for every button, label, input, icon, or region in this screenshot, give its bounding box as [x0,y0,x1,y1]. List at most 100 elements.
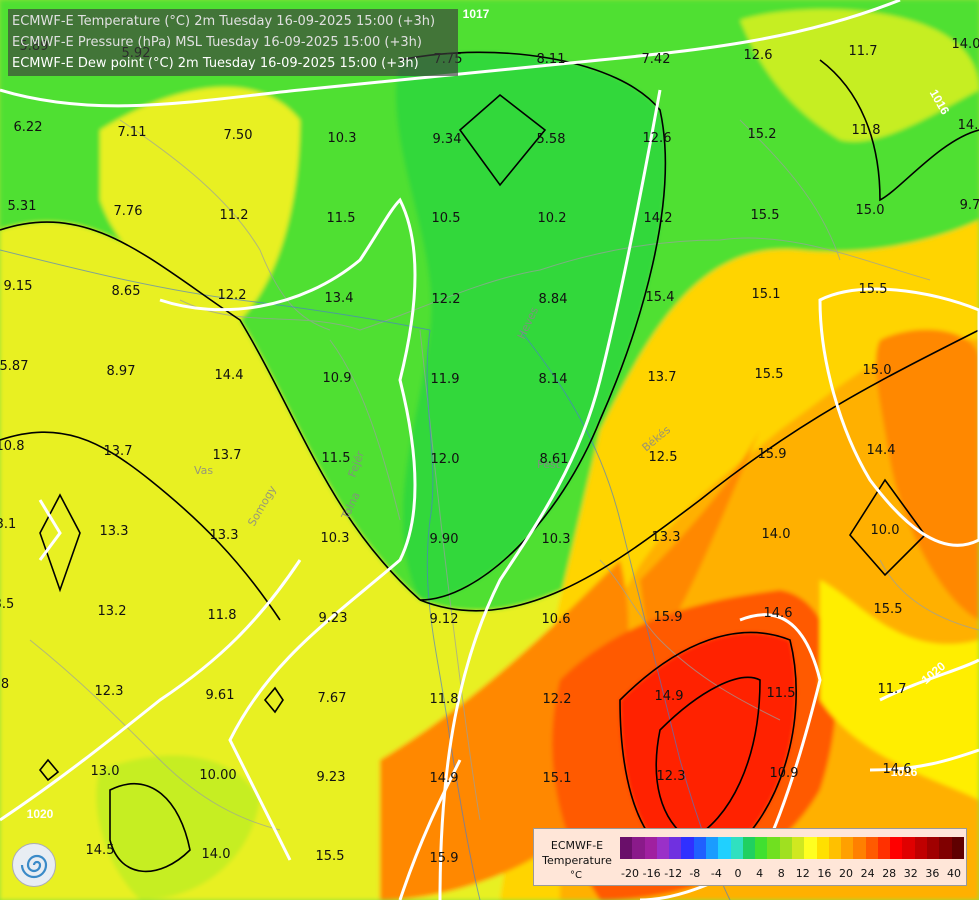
dew-point-value: 11.8 [852,123,881,138]
title-temperature[interactable]: ECMWF-E Temperature (°C) 2m Tuesday 16-0… [12,14,436,29]
fill-band [640,430,760,660]
dew-point-value: 8.84 [539,292,568,307]
dew-point-value: 10.0 [871,523,900,538]
dew-point-value: 11.5 [322,451,351,466]
dew-point-value: 13.3 [100,524,129,539]
dew-point-value: 5.31 [8,199,37,214]
isobar-line [438,89,662,900]
legend-swatch [951,837,964,859]
title-dew-point[interactable]: ECMWF-E Dew point (°C) 2m Tuesday 16-09-… [12,56,419,71]
legend-swatch [939,837,952,859]
dew-point-labels-layer: 5.895.926.227.117.5010.39.345.587.758.11… [0,37,979,866]
dew-point-value: 8.97 [107,364,136,379]
dew-point-value: 9.7 [960,198,979,213]
dew-point-value: 14.2 [644,211,673,226]
isobar-line [0,559,302,822]
dew-point-value: 9.90 [430,532,459,547]
dew-point-value: 8.61 [540,452,569,467]
legend-title: ECMWF-E Temperature [542,839,612,867]
isobar-line [879,658,979,702]
title-pressure[interactable]: ECMWF-E Pressure (hPa) MSL Tuesday 16-09… [12,35,422,50]
dew-point-value: 10.3 [542,532,571,547]
dew-point-value: 10.00 [199,768,236,783]
contour-line [263,686,284,714]
legend-tick: 20 [839,867,853,880]
contour-line [38,758,60,782]
legend-swatch [841,837,854,859]
legend-tick: 8 [777,867,785,880]
legend-tick: -16 [642,867,661,880]
isobar-line [38,499,62,561]
dew-point-value: 15.4 [646,290,675,305]
contour-line [0,221,421,601]
legend-unit: °C [570,870,582,881]
legend-swatch [816,837,829,859]
isobar-label: 1017 [463,7,490,21]
dew-point-value: 12.3 [657,769,686,784]
legend-tick: 28 [882,867,897,880]
dew-point-value: .8 [0,677,9,692]
contour-line [458,93,547,187]
dew-point-value: 9.23 [319,611,348,626]
contour-line [39,493,81,593]
legend-swatch [730,837,743,859]
border-line [599,559,781,721]
dew-point-value: 9.61 [206,688,235,703]
dew-point-value: 8.11 [537,52,566,67]
legend-tick: 36 [925,867,940,880]
legend-swatch [705,837,719,859]
contour-line [399,51,667,601]
contour-line [419,329,979,612]
fill-band [656,677,760,840]
dew-point-value: 14.0 [202,847,231,862]
dew-point-value: 13.3 [652,530,681,545]
contour-line [109,783,191,873]
contour-line [655,676,761,841]
legend-tick: 16 [817,867,832,880]
dew-point-value: 8.14 [539,372,568,387]
dew-point-value: 15.0 [863,363,892,378]
dew-point-value: 3.5 [0,597,14,612]
dew-point-value: 12.0 [431,452,460,467]
dew-point-value: 13.4 [325,291,354,306]
dew-point-value: 6.22 [14,120,43,135]
dew-point-value: 12.2 [432,292,461,307]
dew-point-value: 12.5 [649,450,678,465]
legend-swatch [902,837,915,859]
dew-point-value: 15.9 [654,610,683,625]
dew-point-value: 8.65 [112,284,141,299]
legend-colorbar [620,837,964,859]
border-line [29,639,281,831]
border-line [329,339,401,521]
legend-swatch [927,837,940,859]
dew-point-value: 15.2 [748,127,777,142]
dew-point-value: 11.8 [208,608,237,623]
dew-point-value: 11.9 [431,372,460,387]
fill-band [875,329,979,620]
legend-tick: 0 [734,867,742,880]
fill-band [96,755,260,900]
dew-point-value: 14.4 [867,443,896,458]
fill-band [395,52,666,600]
isobar-line [398,759,462,900]
contour-line [0,431,281,621]
legend-tick: -4 [710,867,722,880]
isobar-line [639,613,822,900]
legend-swatch [693,837,706,859]
dew-point-value: 15.0 [856,203,885,218]
border-line [119,119,331,331]
legend-tick: -20 [621,867,639,880]
legend-swatch [779,837,792,859]
dew-point-value: 15.5 [874,602,903,617]
legend-swatch [767,837,780,859]
dew-point-value: 12.6 [643,131,672,146]
dew-point-value: 12.2 [218,288,247,303]
legend-swatch [828,837,842,859]
legend-tick: 40 [947,867,961,880]
dew-point-value: 14.5 [86,843,115,858]
river-line [0,249,431,331]
contour-line [819,59,979,202]
title-panel: ECMWF-E Temperature (°C) 2m Tuesday 16-0… [8,9,458,76]
legend-swatch [656,837,670,859]
